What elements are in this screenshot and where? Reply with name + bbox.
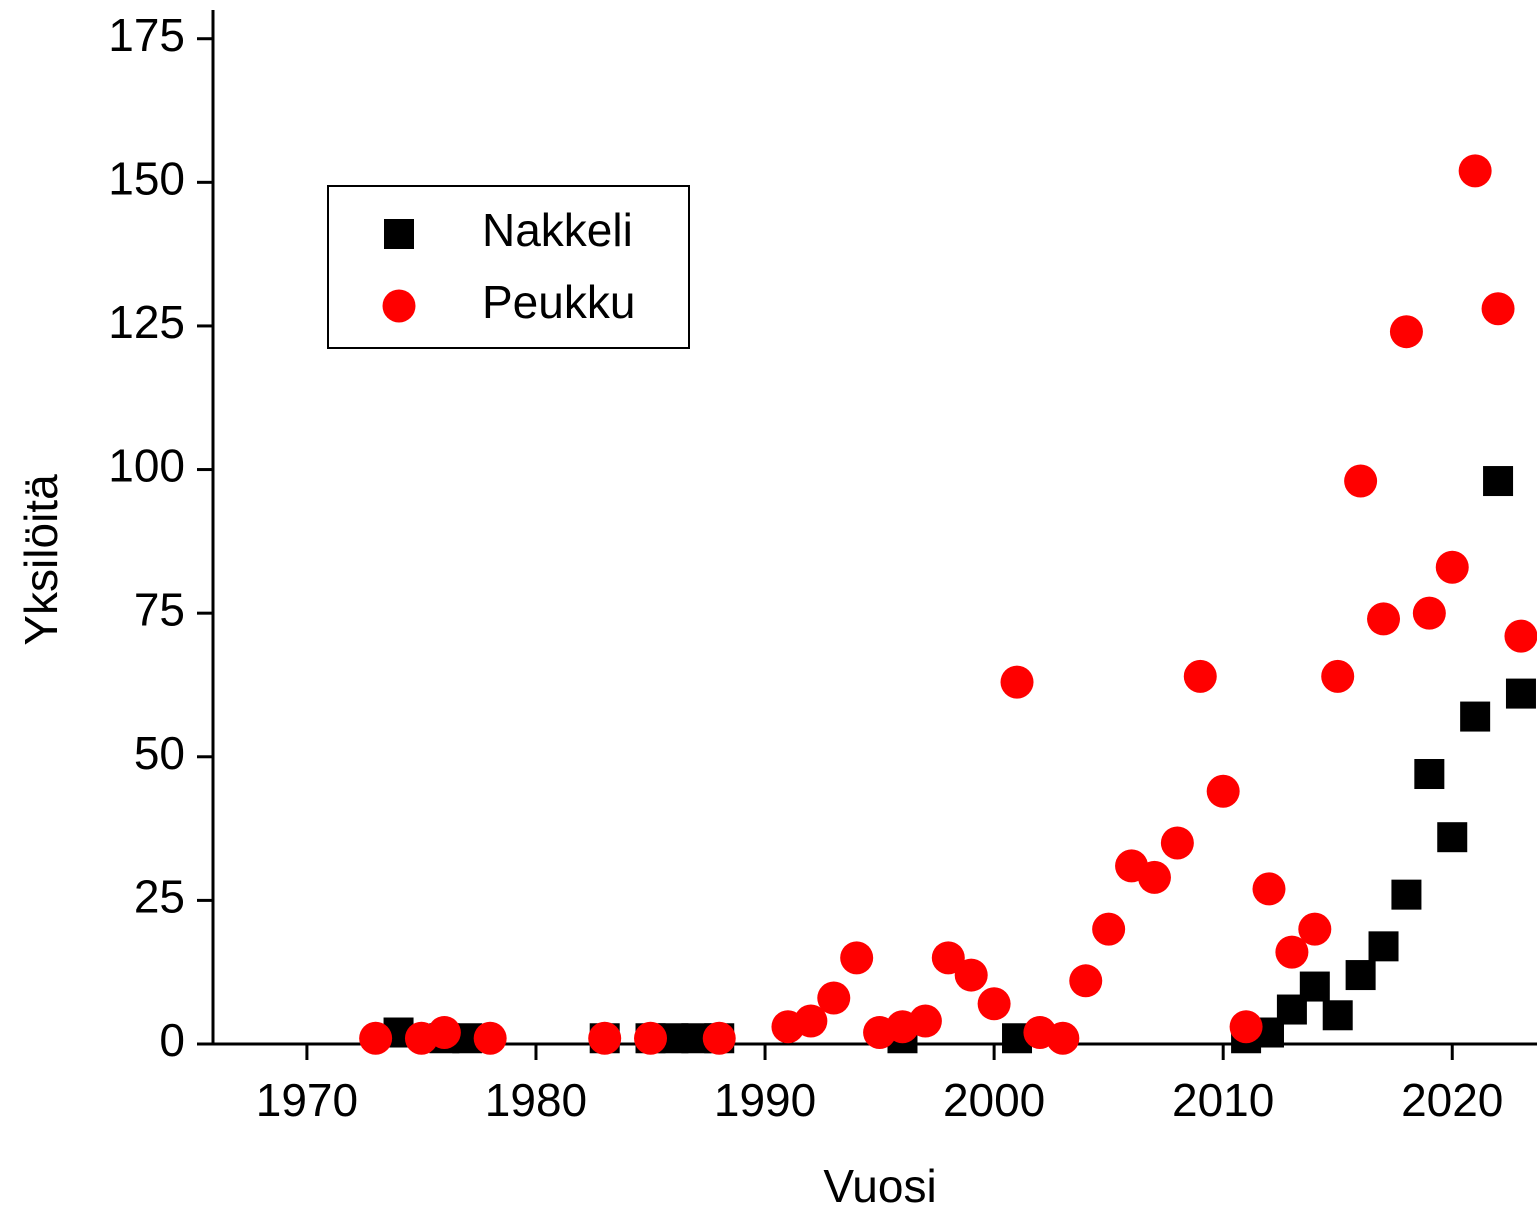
point [1252, 872, 1286, 906]
point [1137, 860, 1171, 894]
x-tick-label: 1970 [256, 1074, 358, 1126]
point [954, 958, 988, 992]
point [473, 1021, 507, 1055]
point [1505, 678, 1536, 709]
point [931, 941, 965, 975]
y-tick-label: 25 [134, 871, 185, 923]
point [1298, 912, 1332, 946]
y-axis-label: Yksilöitä [15, 474, 67, 646]
legend-marker [384, 219, 414, 249]
point [1046, 1021, 1080, 1055]
point [634, 1021, 668, 1055]
x-axis-label: Vuosi [823, 1160, 936, 1212]
point [1391, 879, 1422, 910]
x-tick-label: 2000 [943, 1074, 1045, 1126]
point [817, 981, 851, 1015]
point [794, 1004, 828, 1038]
point [588, 1021, 622, 1055]
point [908, 1004, 942, 1038]
point [1322, 1000, 1353, 1031]
y-tick-label: 175 [108, 9, 185, 61]
legend-label: Peukku [482, 276, 635, 328]
y-tick-label: 0 [159, 1014, 185, 1066]
point [977, 987, 1011, 1021]
point [1481, 292, 1515, 326]
point [1275, 935, 1309, 969]
point [1069, 964, 1103, 998]
legend-box [327, 185, 690, 349]
point [1460, 701, 1491, 732]
y-tick-label: 125 [108, 296, 185, 348]
point [1092, 912, 1126, 946]
x-tick-label: 1990 [714, 1074, 816, 1126]
point [1414, 759, 1445, 790]
point [1368, 931, 1399, 962]
x-tick-label: 2010 [1172, 1074, 1274, 1126]
point [1206, 774, 1240, 808]
point [1229, 1010, 1263, 1044]
point [1504, 619, 1537, 653]
point [1345, 960, 1376, 991]
y-tick-label: 75 [134, 583, 185, 635]
point [359, 1021, 393, 1055]
point [702, 1021, 736, 1055]
point [840, 941, 874, 975]
point [1160, 826, 1194, 860]
legend-label: Nakkeli [482, 204, 633, 256]
y-tick-label: 150 [108, 152, 185, 204]
y-tick-label: 50 [134, 727, 185, 779]
point [1321, 659, 1355, 693]
legend-marker [382, 289, 416, 323]
point [1183, 659, 1217, 693]
x-tick-label: 2020 [1401, 1074, 1503, 1126]
x-tick-label: 1980 [485, 1074, 587, 1126]
point [1435, 550, 1469, 584]
point [1389, 315, 1423, 349]
point [427, 1016, 461, 1050]
point [1299, 971, 1330, 1002]
point [1437, 822, 1468, 853]
point [1000, 665, 1034, 699]
point [1483, 466, 1514, 497]
point [1458, 154, 1492, 188]
y-tick-label: 100 [108, 440, 185, 492]
point [1412, 596, 1446, 630]
point [1367, 602, 1401, 636]
point [1344, 464, 1378, 498]
